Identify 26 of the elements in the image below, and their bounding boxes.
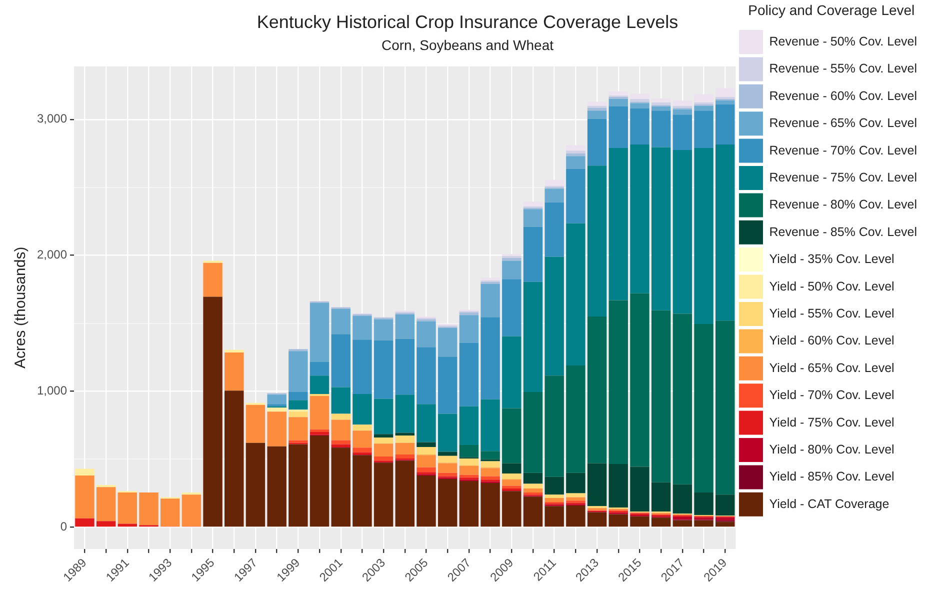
legend-label: Revenue - 80% Cov. Level	[769, 198, 918, 212]
legend-label: Yield - 50% Cov. Level	[769, 279, 894, 294]
legend-label: Yield - 75% Cov. Level	[769, 415, 894, 430]
legend-title: Policy and Coverage Level	[748, 2, 915, 18]
legend-label: Yield - 70% Cov. Level	[769, 388, 894, 402]
chart-title: Kentucky Historical Crop Insurance Coverage Levels	[256, 12, 678, 32]
legend-label: Revenue - 75% Cov. Level	[769, 170, 918, 184]
y-tick-label: 3,000	[37, 112, 68, 126]
legend-label: Revenue - 55% Cov. Level	[769, 62, 918, 76]
chart-subtitle: Corn, Soybeans and Wheat	[382, 36, 554, 53]
legend-label: Yield - 65% Cov. Level	[769, 360, 894, 375]
legend-label: Yield - 55% Cov. Level	[769, 306, 894, 320]
y-axis-title: Acres (thousands)	[12, 246, 30, 369]
legend-label: Revenue - 60% Cov. Level	[769, 88, 918, 103]
y-tick-label: 2,000	[37, 248, 68, 262]
y-tick-label: 0	[60, 520, 68, 534]
legend-label: Revenue - 85% Cov. Level	[769, 224, 918, 239]
y-tick-label: 1,000	[37, 384, 68, 398]
legend-label: Yield - 60% Cov. Level	[769, 334, 894, 348]
legend-label: Revenue - 50% Cov. Level	[769, 34, 918, 48]
legend-label: Yield - 35% Cov. Level	[769, 252, 894, 266]
legend-label: Revenue - 70% Cov. Level	[769, 143, 918, 158]
legend-label: Revenue - 65% Cov. Level	[769, 116, 918, 130]
legend-label: Yield - CAT Coverage	[769, 496, 890, 511]
legend-label: Yield - 85% Cov. Level	[769, 470, 894, 484]
legend-label: Yield - 80% Cov. Level	[769, 442, 894, 456]
